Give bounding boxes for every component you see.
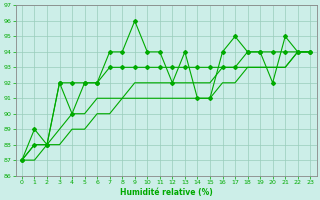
X-axis label: Humidité relative (%): Humidité relative (%) [120,188,212,197]
